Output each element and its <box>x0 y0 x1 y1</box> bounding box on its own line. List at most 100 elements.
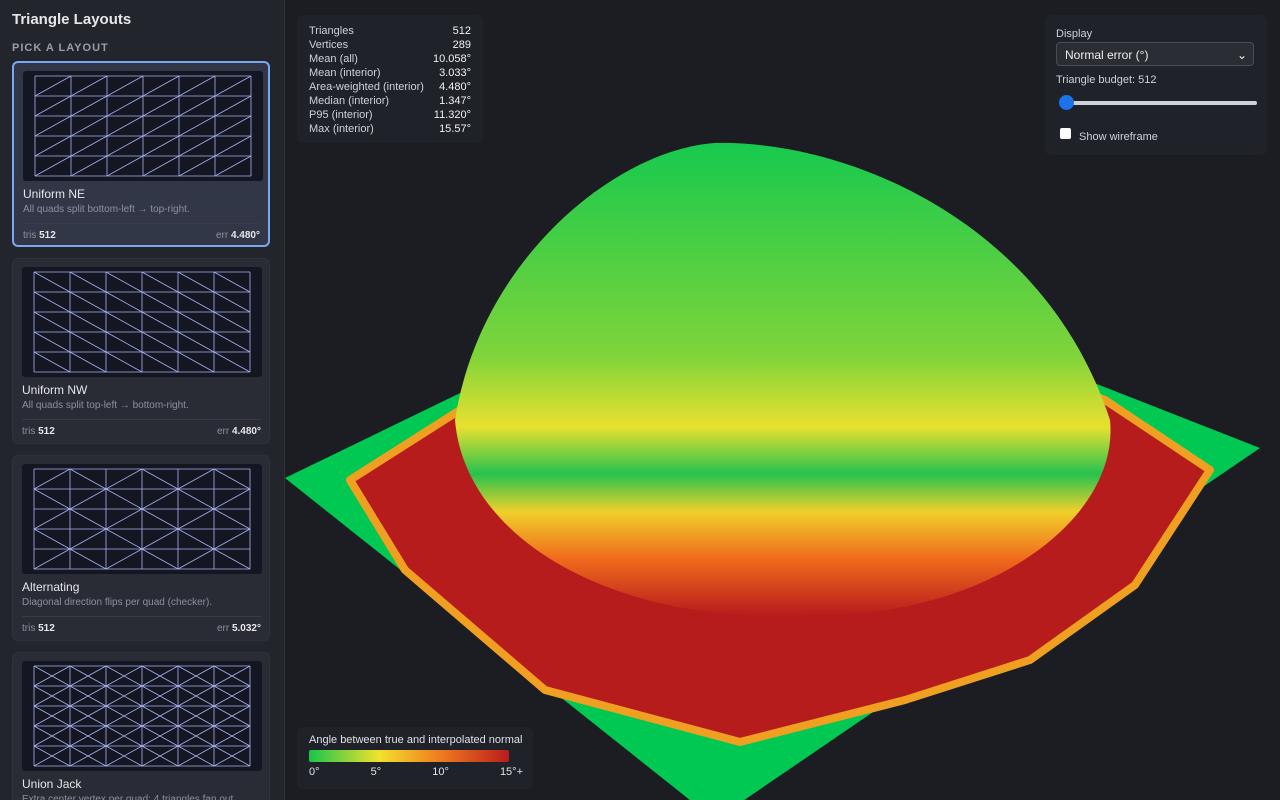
mesh-edge <box>70 155 108 177</box>
section-label: PICK A LAYOUT <box>12 42 109 54</box>
mesh-edge <box>33 665 71 687</box>
stat-label: Vertices <box>309 39 349 51</box>
mesh-edge <box>141 468 179 490</box>
mesh-edge <box>177 665 215 687</box>
mesh-edge <box>177 725 215 747</box>
mesh-edge <box>142 115 180 137</box>
dome <box>455 142 1111 616</box>
mesh-edge <box>105 331 143 353</box>
mesh-edge <box>141 685 179 707</box>
stat-label: Max (interior) <box>309 123 374 135</box>
mesh-edge <box>141 271 179 293</box>
mesh-edge <box>33 745 71 767</box>
layout-card[interactable]: Uniform NW All quads split top-left → bot… <box>12 258 270 444</box>
layout-card[interactable]: Alternating Diagonal direction flips per … <box>12 455 270 641</box>
mesh-edge <box>214 115 252 137</box>
stat-label: Area-weighted (interior) <box>309 81 424 93</box>
mesh-edge <box>69 725 107 747</box>
mesh-edge <box>105 528 143 550</box>
mesh-edge <box>105 311 143 333</box>
stat-value: 11.320° <box>433 109 471 121</box>
mesh-edge <box>106 135 144 157</box>
slider-thumb[interactable] <box>1059 95 1074 110</box>
legend-tick: 10° <box>432 766 449 778</box>
stat-row: Vertices 289 <box>297 38 483 52</box>
legend-tick: 0° <box>309 766 320 778</box>
mesh-edge <box>141 548 179 570</box>
mesh-edge <box>213 331 251 353</box>
mesh-edge <box>33 685 71 707</box>
mesh-edge <box>178 135 216 157</box>
layout-name: Alternating <box>22 580 80 594</box>
mesh-edge <box>177 488 215 510</box>
err-stat: err 5.032° <box>217 623 261 634</box>
mesh-edge <box>213 311 251 333</box>
mesh-edge <box>177 745 215 767</box>
mesh-edge <box>105 665 143 687</box>
stat-value: 512 <box>452 25 471 37</box>
mesh-edge <box>105 548 143 570</box>
layout-card[interactable]: Uniform NE All quads split bottom-left → … <box>12 61 270 247</box>
err-stat: err 4.480° <box>217 426 261 437</box>
mesh-edge <box>213 685 251 707</box>
mesh-edge <box>214 75 252 97</box>
layout-thumbnail <box>22 661 262 771</box>
mesh-edge <box>213 548 251 570</box>
mesh-edge <box>142 95 180 117</box>
mesh-edge <box>141 528 179 550</box>
mesh-edge <box>178 155 216 177</box>
mesh-edge <box>177 548 215 570</box>
mesh-edge <box>213 665 251 687</box>
layout-footer: tris 512 err 5.032° <box>22 616 261 634</box>
err-label: err <box>216 623 230 634</box>
wireframe-checkbox[interactable] <box>1060 128 1071 139</box>
mesh-edge <box>141 745 179 767</box>
mesh-edge <box>177 311 215 333</box>
display-select[interactable]: Normal error (°) ⌄ <box>1056 42 1254 66</box>
stat-value: 3.033° <box>439 67 471 79</box>
stat-row: Mean (all) 10.058° <box>297 52 483 66</box>
mesh-edge <box>69 508 107 530</box>
layout-card[interactable]: Union Jack Extra center vertex per quad; … <box>12 652 270 800</box>
tris-label: tris <box>22 623 36 634</box>
stat-value: 1.347° <box>439 95 471 107</box>
layout-name: Union Jack <box>22 777 82 791</box>
mesh-edge <box>70 95 108 117</box>
mesh-edge <box>105 271 143 293</box>
legend-title: Angle between true and interpolated norm… <box>309 734 523 746</box>
mesh-edge <box>105 291 143 313</box>
mesh-edge <box>105 488 143 510</box>
mesh-edge <box>106 115 144 137</box>
stat-value: 15.57° <box>439 123 471 135</box>
layout-thumbnail <box>22 464 262 574</box>
stat-label: Triangles <box>309 25 354 37</box>
err-label: err <box>216 426 230 437</box>
stat-value: 4.480° <box>439 81 471 93</box>
mesh-edge <box>177 291 215 313</box>
controls-panel: Display Normal error (°) ⌄ Triangle budge… <box>1045 15 1267 155</box>
mesh-edge <box>33 488 71 510</box>
mesh-edge <box>177 685 215 707</box>
slider-track[interactable] <box>1060 101 1257 105</box>
mesh-edge <box>33 291 71 313</box>
stats-panel: Triangles 512 Vertices 289 Mean (all) 10.058°… <box>297 15 483 143</box>
mesh-edge <box>33 331 71 353</box>
sidebar-title: Triangle Layouts <box>12 11 132 28</box>
mesh-edge <box>177 705 215 727</box>
mesh-edge <box>33 705 71 727</box>
mesh-edge <box>69 291 107 313</box>
mesh-edge <box>141 351 179 373</box>
legend-tick: 15°+ <box>499 766 523 778</box>
legend-tick: 5° <box>370 766 382 778</box>
stat-value: 10.058° <box>432 53 471 65</box>
mesh-edge <box>69 745 107 767</box>
stat-row: Max (interior) 15.57° <box>297 122 483 136</box>
display-label: Display <box>1056 28 1093 40</box>
mesh-edge <box>141 725 179 747</box>
mesh-edge <box>213 745 251 767</box>
layout-description: Diagonal direction flips per quad (check… <box>22 597 213 608</box>
err-value: 4.480° <box>231 426 261 437</box>
mesh-edge <box>141 331 179 353</box>
